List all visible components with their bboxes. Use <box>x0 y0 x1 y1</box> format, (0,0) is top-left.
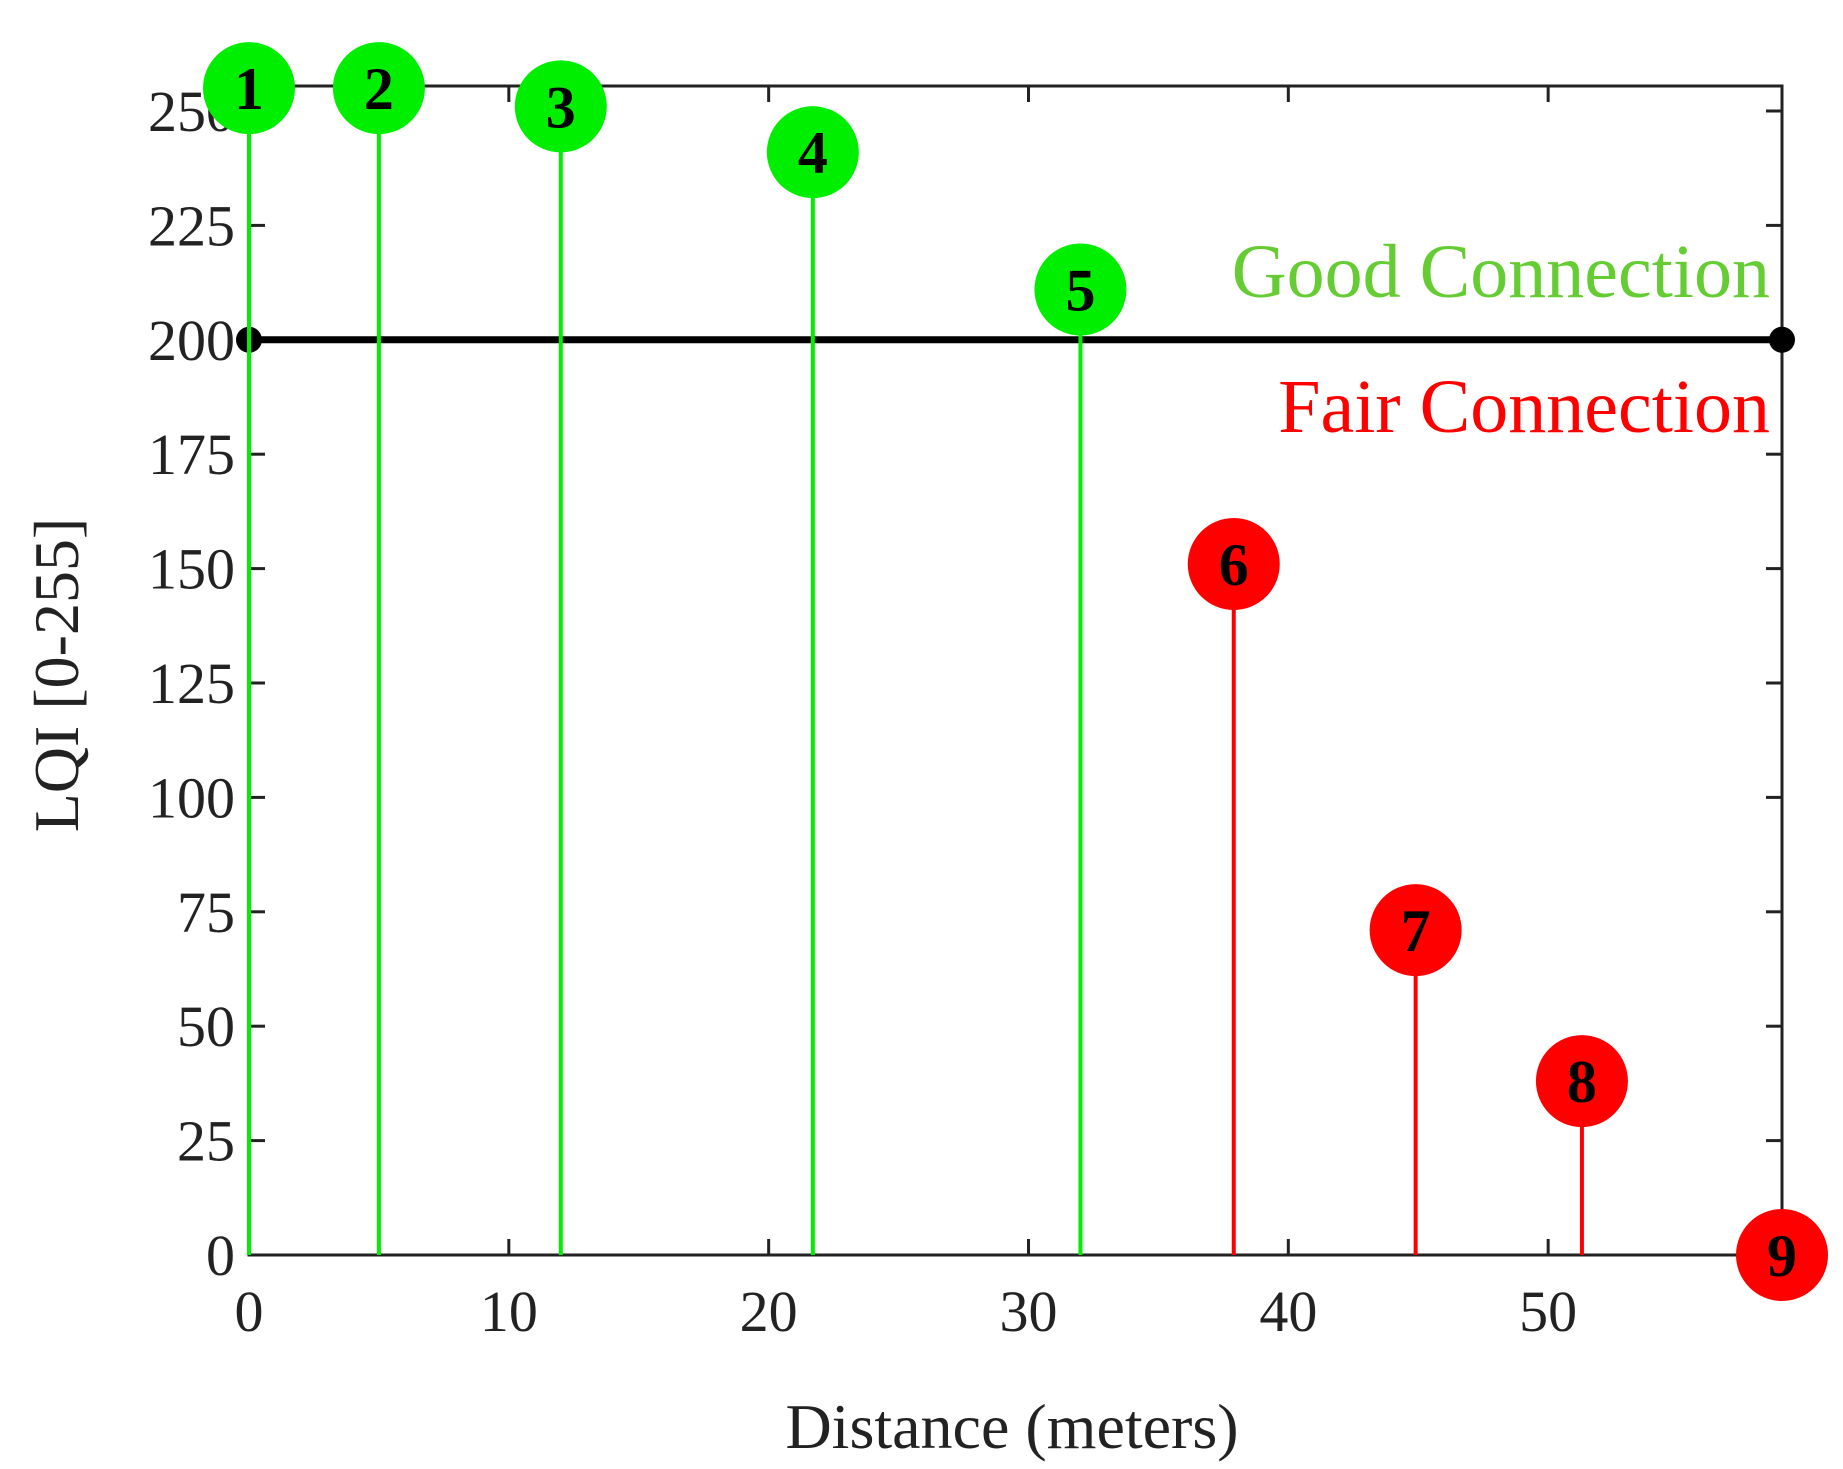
good-connection-label: Good Connection <box>1232 230 1770 314</box>
marker-7 <box>1369 884 1462 977</box>
y-tick-label: 75 <box>177 880 235 945</box>
marker-label-7: 7 <box>1401 898 1431 964</box>
marker-3 <box>514 60 607 153</box>
y-tick-label: 150 <box>148 537 235 602</box>
x-axis-label: Distance (meters) <box>785 1391 1238 1462</box>
y-axis-label: LQI [0-255] <box>21 518 92 833</box>
y-tick-label: 50 <box>177 994 235 1059</box>
marker-label-5: 5 <box>1065 257 1095 323</box>
y-tick-label: 125 <box>148 651 235 716</box>
x-tick-label: 50 <box>1519 1279 1577 1344</box>
marker-label-8: 8 <box>1567 1049 1597 1115</box>
marker-4 <box>766 106 859 199</box>
markers: 1 2 3 4 5 6 7 8 9 <box>203 42 1828 1301</box>
marker-label-6: 6 <box>1219 532 1249 598</box>
y-tick-label: 225 <box>148 193 235 258</box>
marker-label-1: 1 <box>234 56 264 122</box>
marker-5 <box>1034 243 1127 336</box>
threshold-end-dot <box>1769 326 1795 353</box>
stems <box>247 88 1584 1255</box>
marker-2 <box>332 42 425 135</box>
marker-8 <box>1535 1035 1628 1128</box>
x-tick-label: 0 <box>235 1279 264 1344</box>
y-tick-label: 200 <box>148 308 235 373</box>
y-tick-label: 175 <box>148 422 235 487</box>
x-tick-label: 40 <box>1259 1279 1317 1344</box>
marker-label-2: 2 <box>364 56 394 122</box>
x-tick-label: 20 <box>740 1279 798 1344</box>
fair-connection-label: Fair Connection <box>1278 365 1770 449</box>
marker-label-9: 9 <box>1767 1223 1797 1289</box>
marker-9 <box>1736 1209 1828 1301</box>
threshold-line <box>236 326 1795 353</box>
y-tick-label: 100 <box>148 765 235 830</box>
y-tick-label: 25 <box>177 1109 235 1174</box>
marker-6 <box>1187 518 1280 611</box>
x-tick-label: 10 <box>480 1279 538 1344</box>
marker-label-3: 3 <box>546 74 576 140</box>
marker-label-4: 4 <box>798 120 828 186</box>
x-tick-label: 30 <box>999 1279 1057 1344</box>
marker-1 <box>203 42 295 135</box>
y-tick-label: 0 <box>206 1223 235 1288</box>
